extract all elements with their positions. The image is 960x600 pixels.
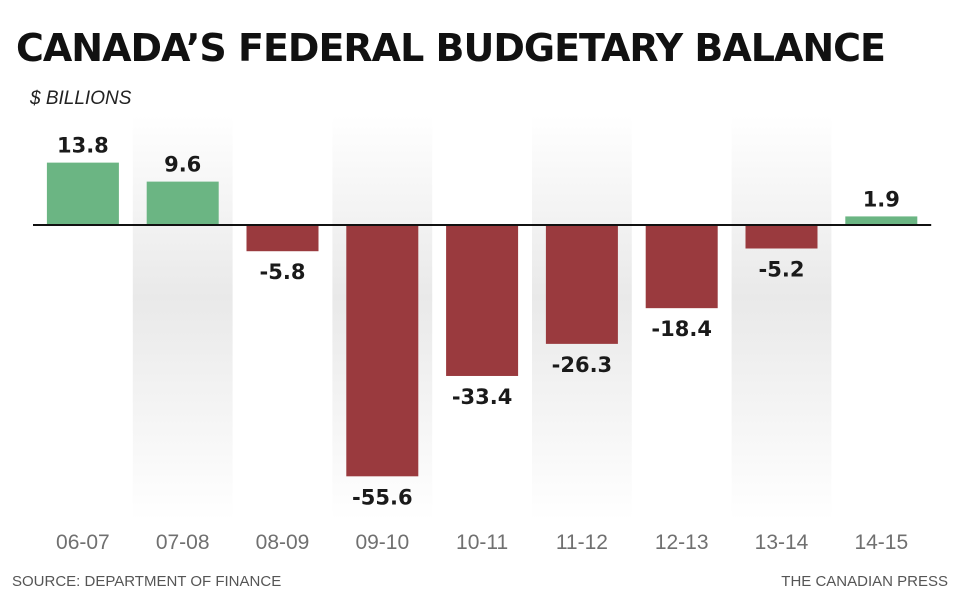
category-label: 14-15 <box>854 531 908 554</box>
bar-07-08 <box>146 181 219 225</box>
value-labels: 13.8 9.6 -5.8 -55.6 -33.4 -26.3 -18.4 -5.2 1.9 <box>57 134 900 510</box>
value-label: 9.6 <box>164 153 201 177</box>
bar-06-07 <box>46 162 119 225</box>
category-label: 10-11 <box>456 531 508 554</box>
source-note: SOURCE: DEPARTMENT OF FINANCE <box>12 573 282 590</box>
value-label: -18.4 <box>651 317 712 341</box>
category-label: 12-13 <box>655 531 709 554</box>
value-label: -55.6 <box>352 485 413 509</box>
chart-subtitle: $ BILLIONS <box>30 88 132 109</box>
credit-note: THE CANADIAN PRESS <box>781 573 948 590</box>
value-label: -5.8 <box>260 260 306 284</box>
value-label: 13.8 <box>57 134 109 158</box>
category-label: 06-07 <box>56 531 110 554</box>
value-label: 1.9 <box>863 187 900 211</box>
category-label: 11-12 <box>556 531 608 554</box>
bar-13-14 <box>745 225 818 249</box>
category-labels: 06-07 07-08 08-09 09-10 10-11 11-12 12-13 13-14… <box>56 531 908 554</box>
category-label: 07-08 <box>156 531 210 554</box>
bar-14-15 <box>845 216 918 225</box>
bar-12-13 <box>645 225 718 309</box>
bar-08-09 <box>246 225 319 252</box>
background-band <box>731 115 832 520</box>
value-label: -26.3 <box>552 353 613 377</box>
category-label: 13-14 <box>755 531 809 554</box>
bar-11-12 <box>545 225 618 344</box>
value-label: -33.4 <box>452 385 513 409</box>
bar-10-11 <box>446 225 519 376</box>
category-label: 08-09 <box>256 531 310 554</box>
bars <box>46 162 918 477</box>
category-label: 09-10 <box>355 531 409 554</box>
chart-title: CANADA’S FEDERAL BUDGETARY BALANCE <box>16 26 886 70</box>
bar-09-10 <box>346 225 419 477</box>
value-label: -5.2 <box>759 258 805 282</box>
